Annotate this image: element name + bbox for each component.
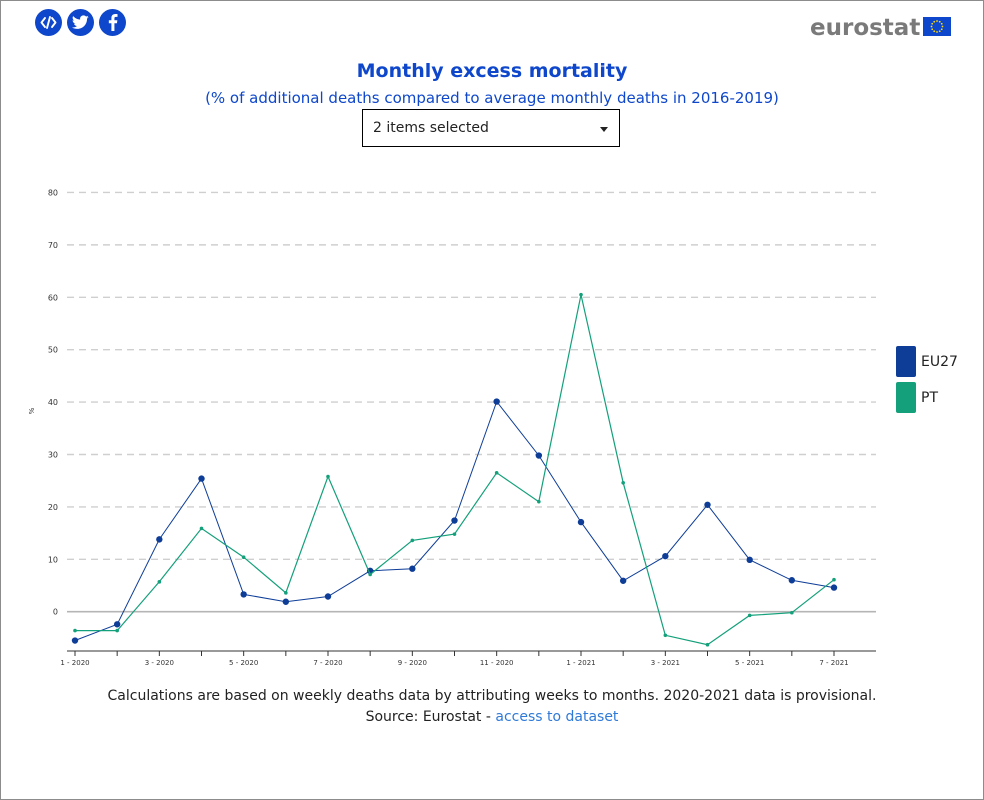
data-point-eu27 bbox=[113, 621, 121, 628]
share-toolbar bbox=[35, 9, 126, 36]
twitter-icon[interactable] bbox=[67, 9, 94, 36]
chevron-down-icon bbox=[600, 127, 608, 132]
y-tick-label: 30 bbox=[48, 450, 58, 459]
data-point-pt bbox=[790, 610, 794, 615]
data-point-eu27 bbox=[409, 565, 416, 572]
x-tick-label: 3 - 2021 bbox=[651, 659, 680, 667]
x-tick-label: 9 - 2020 bbox=[398, 659, 427, 667]
data-point-pt bbox=[157, 580, 162, 584]
data-point-pt bbox=[368, 572, 372, 577]
legend-item-pt[interactable]: PT bbox=[896, 382, 958, 413]
y-tick-label: 40 bbox=[48, 398, 58, 407]
data-point-pt bbox=[452, 532, 457, 536]
data-point-pt bbox=[621, 480, 625, 485]
y-tick-label: 80 bbox=[48, 188, 58, 197]
line-chart: 0 10 20 30 40 50 60 70 80% 1 - 2020 3 - 2020 5 - 20… bbox=[28, 188, 876, 667]
data-point-pt bbox=[199, 526, 204, 531]
data-point-eu27 bbox=[282, 598, 290, 605]
x-tick-label: 1 - 2021 bbox=[566, 659, 595, 667]
x-tick-label: 1 - 2020 bbox=[60, 659, 89, 667]
data-point-pt bbox=[537, 499, 541, 504]
data-point-eu27 bbox=[535, 452, 543, 459]
data-point-eu27 bbox=[324, 593, 332, 600]
data-point-eu27 bbox=[746, 556, 753, 564]
footnote: Calculations are based on weekly deaths … bbox=[107, 688, 877, 704]
data-point-pt bbox=[326, 474, 330, 479]
data-point-eu27 bbox=[71, 637, 79, 644]
data-point-eu27 bbox=[198, 475, 205, 482]
data-point-eu27 bbox=[830, 584, 838, 591]
data-point-eu27 bbox=[240, 591, 247, 598]
x-tick-label: 5 - 2021 bbox=[735, 659, 764, 667]
x-tick-label: 5 - 2020 bbox=[229, 659, 258, 667]
country-selector[interactable]: 2 items selected bbox=[362, 109, 620, 147]
chart-legend: EU27 PT bbox=[896, 346, 958, 418]
data-point-pt bbox=[747, 613, 752, 618]
x-tick-label: 11 - 2020 bbox=[480, 659, 514, 667]
data-point-pt bbox=[705, 642, 710, 647]
y-tick-label: 0 bbox=[53, 608, 58, 617]
y-tick-label: 50 bbox=[48, 346, 58, 355]
data-point-eu27 bbox=[662, 552, 669, 560]
data-point-pt bbox=[494, 471, 499, 475]
x-tick-label: 3 - 2020 bbox=[145, 659, 174, 667]
legend-item-eu27[interactable]: EU27 bbox=[896, 346, 958, 377]
dataset-link[interactable]: access to dataset bbox=[495, 709, 619, 725]
data-point-pt bbox=[115, 628, 119, 633]
legend-label-eu27: EU27 bbox=[921, 353, 958, 370]
legend-swatch-pt bbox=[896, 382, 916, 413]
data-point-pt bbox=[579, 292, 583, 297]
data-point-eu27 bbox=[577, 518, 585, 526]
data-point-eu27 bbox=[704, 501, 711, 508]
data-point-pt bbox=[73, 628, 77, 633]
y-tick-label: 20 bbox=[48, 503, 58, 512]
legend-swatch-eu27 bbox=[896, 346, 916, 377]
data-point-eu27 bbox=[493, 398, 500, 405]
eurostat-logo: eurostat bbox=[810, 15, 952, 41]
facebook-icon[interactable] bbox=[99, 9, 126, 36]
series-line-pt bbox=[75, 294, 835, 646]
data-point-pt bbox=[832, 577, 836, 582]
data-point-eu27 bbox=[788, 577, 796, 584]
x-tick-label: 7 - 2020 bbox=[313, 659, 342, 667]
data-point-pt bbox=[241, 555, 246, 559]
data-point-eu27 bbox=[619, 577, 627, 584]
selector-value: 2 items selected bbox=[373, 120, 489, 136]
legend-label-pt: PT bbox=[921, 389, 938, 406]
data-point-eu27 bbox=[451, 517, 458, 524]
eu-flag-icon bbox=[923, 16, 952, 40]
y-axis-label: % bbox=[28, 407, 36, 414]
embed-code-icon[interactable] bbox=[35, 9, 62, 36]
y-tick-label: 60 bbox=[48, 293, 58, 302]
x-tick-label: 7 - 2021 bbox=[819, 659, 848, 667]
data-point-eu27 bbox=[156, 536, 163, 543]
chart-subtitle: (% of additional deaths compared to aver… bbox=[205, 89, 779, 107]
source-prefix: Source: Eurostat - bbox=[365, 709, 496, 725]
source-line: Source: Eurostat - access to dataset bbox=[0, 709, 984, 725]
y-tick-label: 70 bbox=[48, 241, 58, 250]
data-point-pt bbox=[663, 633, 668, 638]
logo-text: eurostat bbox=[810, 15, 921, 41]
data-point-pt bbox=[410, 538, 415, 543]
chart-title: Monthly excess mortality bbox=[356, 60, 628, 82]
data-point-pt bbox=[284, 591, 288, 595]
y-tick-label: 10 bbox=[48, 555, 58, 564]
